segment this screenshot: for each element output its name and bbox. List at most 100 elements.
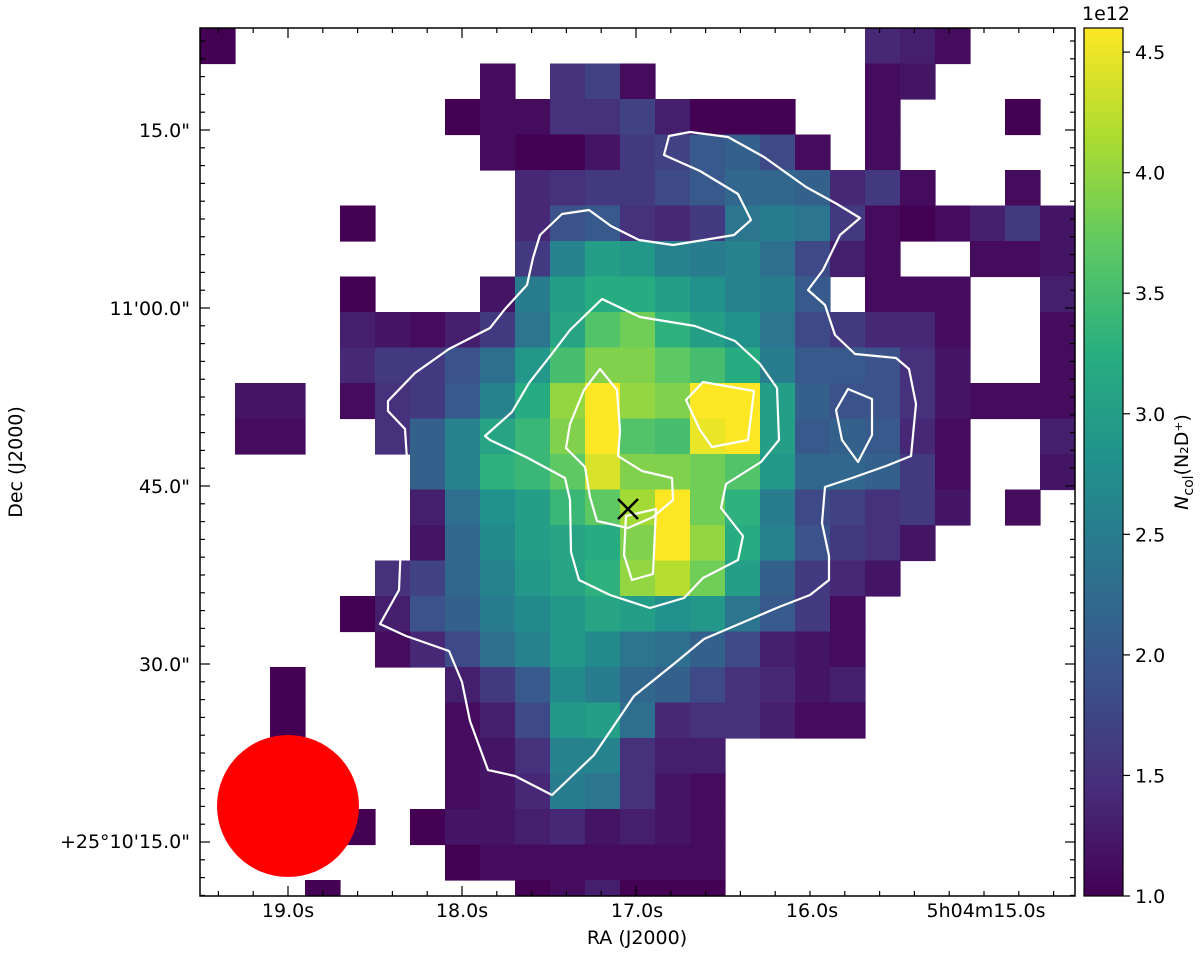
heatmap-cell — [935, 383, 971, 420]
heatmap-cell — [550, 347, 586, 384]
heatmap-cell — [760, 205, 796, 242]
heatmap-cell — [760, 596, 796, 633]
heatmap-cell — [655, 170, 691, 207]
colorbar-tick-label: 1.5 — [1135, 765, 1165, 787]
heatmap-cell — [340, 383, 376, 420]
heatmap-cell — [900, 312, 936, 349]
heatmap-cell — [655, 773, 691, 810]
heatmap-cell — [1005, 383, 1041, 420]
heatmap-cell — [375, 312, 411, 349]
x-tick-label: 5h04m15.0s — [926, 900, 1045, 922]
heatmap-cell — [585, 489, 621, 526]
heatmap-cell — [900, 489, 936, 526]
heatmap-cell — [620, 880, 656, 896]
heatmap-cell — [760, 276, 796, 313]
beam-ellipse — [217, 735, 359, 877]
contour-line — [834, 387, 874, 464]
heatmap-cell — [690, 702, 726, 739]
heatmap-cell — [585, 702, 621, 739]
heatmap-cell — [585, 880, 621, 896]
heatmap-cell — [865, 489, 901, 526]
heatmap-cell — [725, 99, 761, 136]
x-tick-label: 19.0s — [262, 900, 314, 922]
heatmap-cell — [550, 489, 586, 526]
y-axis-label: Dec (J2000) — [5, 406, 27, 518]
heatmap-cell — [725, 596, 761, 633]
axis-tick-labels: 19.0s 18.0s 17.0s 16.0s 5h04m15.0s +25°10'15.… — [60, 120, 1046, 922]
heatmap-cell — [340, 312, 376, 349]
heatmap-cell — [585, 170, 621, 207]
heatmap-cell — [830, 170, 866, 207]
heatmap-cell — [725, 560, 761, 597]
heatmap-cell — [585, 347, 621, 384]
heatmap-cell — [900, 525, 936, 562]
heatmap-cell — [795, 170, 831, 207]
heatmap-cell — [585, 134, 621, 171]
heatmap-cell — [550, 560, 586, 597]
heatmap-cell — [515, 844, 551, 881]
heatmap-cell — [795, 631, 831, 668]
heatmap-cell — [935, 347, 971, 384]
heatmap-cell — [1040, 383, 1075, 420]
heatmap-cell — [1005, 241, 1041, 278]
y-tick-label: 11'00.0" — [110, 298, 190, 320]
heatmap-cell — [410, 525, 446, 562]
heatmap-cell — [480, 738, 516, 775]
heatmap-cell — [445, 596, 481, 633]
heatmap-cell — [410, 418, 446, 455]
heatmap-cell — [515, 596, 551, 633]
heatmap-cell — [1005, 170, 1041, 207]
svg-text:Ncol(N₂D⁺): Ncol(N₂D⁺) — [1171, 414, 1197, 510]
heatmap-cell — [480, 134, 516, 171]
heatmap-cell — [480, 702, 516, 739]
heatmap-cell — [690, 241, 726, 278]
heatmap-cell — [725, 312, 761, 349]
heatmap-cell — [725, 667, 761, 704]
heatmap-cell — [515, 489, 551, 526]
heatmap-cell — [305, 880, 341, 896]
heatmap-cell — [480, 844, 516, 881]
heatmap-cell — [550, 63, 586, 100]
heatmap-cell — [795, 241, 831, 278]
heatmap-cell — [900, 170, 936, 207]
heatmap-cell — [480, 596, 516, 633]
heatmap-cell — [690, 383, 726, 420]
contour-line — [684, 380, 756, 449]
heatmap-cell — [655, 383, 691, 420]
heatmap-cell — [515, 99, 551, 136]
heatmap-cell — [480, 99, 516, 136]
contour-line — [483, 297, 781, 610]
heatmap-cell — [620, 99, 656, 136]
heatmap-cell — [795, 667, 831, 704]
heatmap-cell — [690, 560, 726, 597]
heatmap-cell — [480, 809, 516, 846]
heatmap-cell — [830, 560, 866, 597]
heatmap-cell — [550, 631, 586, 668]
colorbar-tick-label: 2.5 — [1135, 524, 1165, 546]
heatmap-cell — [620, 667, 656, 704]
heatmap-cell — [410, 383, 446, 420]
heatmap-cell — [515, 560, 551, 597]
heatmap-cell — [620, 276, 656, 313]
heatmap-cell — [760, 702, 796, 739]
heatmap-cell — [690, 276, 726, 313]
colorbar-label-species: (N₂D⁺) — [1171, 414, 1193, 475]
heatmap-cell — [760, 347, 796, 384]
heatmap-cell — [410, 312, 446, 349]
heatmap-cells — [200, 28, 1075, 896]
heatmap-cell — [410, 560, 446, 597]
heatmap-cell — [900, 205, 936, 242]
heatmap-cell — [655, 560, 691, 597]
heatmap-cell — [375, 347, 411, 384]
heatmap-cell — [690, 596, 726, 633]
heatmap-cell — [235, 418, 271, 455]
heatmap-cell — [375, 560, 411, 597]
heatmap-cell — [585, 276, 621, 313]
x-tick-label: 16.0s — [786, 900, 838, 922]
heatmap-cell — [480, 773, 516, 810]
heatmap-cell — [865, 28, 901, 65]
heatmap-cell — [655, 241, 691, 278]
heatmap-cell — [655, 99, 691, 136]
heatmap-cell — [830, 312, 866, 349]
heatmap-cell — [830, 667, 866, 704]
